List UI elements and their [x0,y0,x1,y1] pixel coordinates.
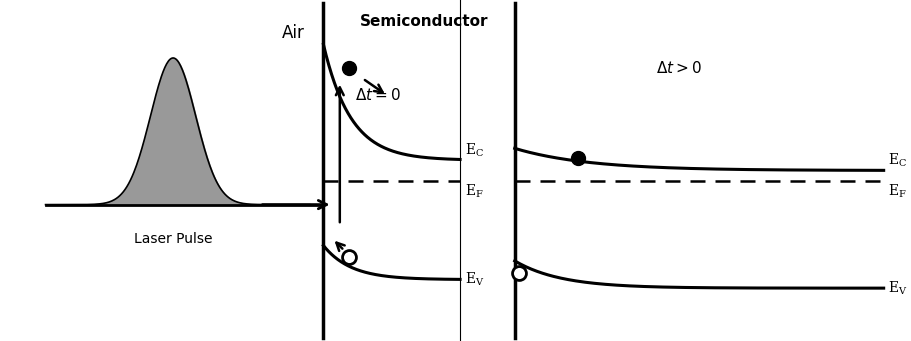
Text: $\Delta t > 0$: $\Delta t > 0$ [656,60,701,76]
Text: $\mathregular{E_F}$: $\mathregular{E_F}$ [888,182,907,200]
Text: $\mathregular{E_F}$: $\mathregular{E_F}$ [465,182,484,200]
Text: $\mathregular{E_V}$: $\mathregular{E_V}$ [465,271,484,288]
Text: Semiconductor: Semiconductor [360,14,488,29]
Text: $\mathregular{E_C}$: $\mathregular{E_C}$ [465,141,484,159]
Text: $\mathregular{E_V}$: $\mathregular{E_V}$ [888,279,907,297]
Text: $\Delta t = 0$: $\Delta t = 0$ [355,88,401,103]
Text: $\mathregular{E_C}$: $\mathregular{E_C}$ [888,151,907,169]
Text: Laser Pulse: Laser Pulse [134,232,212,246]
Text: Air: Air [282,24,305,42]
